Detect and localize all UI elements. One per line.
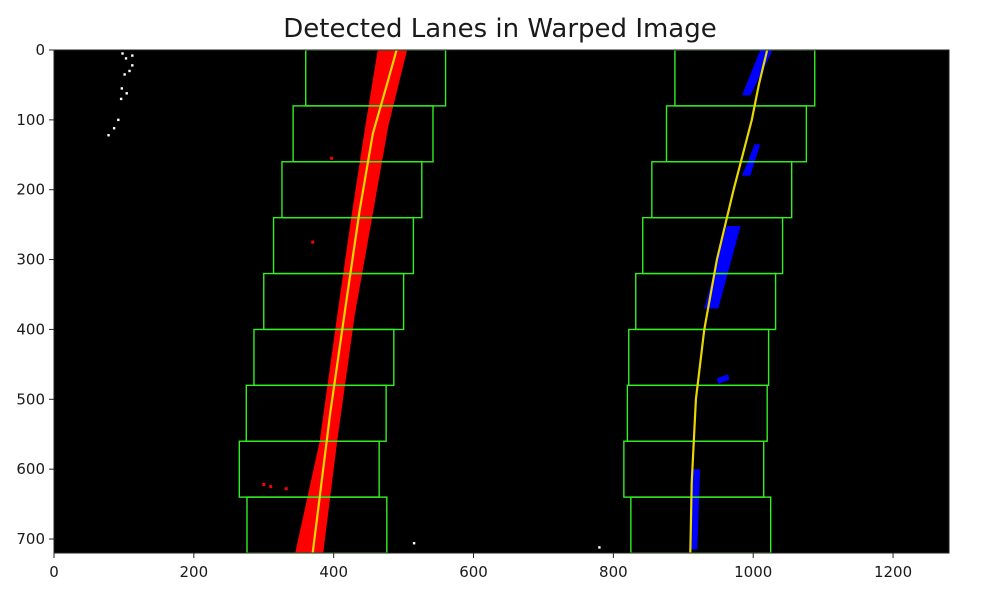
- left-lane-pixel-speck: [330, 156, 334, 160]
- right-search-window: [674, 50, 816, 107]
- y-tick-label: 400: [16, 320, 45, 338]
- stray-pixel: [121, 52, 124, 55]
- y-axis: 0 100 200 300 400 500 600 700: [16, 41, 54, 548]
- left-lane-pixel-speck: [269, 485, 273, 489]
- stray-pixel: [123, 73, 126, 76]
- right-lane-pixels: [742, 144, 761, 176]
- x-tick-label: 1000: [734, 563, 772, 581]
- stray-pixel: [119, 97, 123, 101]
- left-lane-pixel-speck: [389, 90, 393, 94]
- left-lane-pixels: [295, 50, 408, 553]
- right-lane-pixels: [690, 469, 701, 550]
- x-tick-label: 400: [319, 563, 348, 581]
- x-tick-label: 200: [180, 563, 209, 581]
- left-fit-line: [311, 50, 398, 553]
- plot-frame: [53, 49, 950, 554]
- stray-pixel: [124, 57, 128, 60]
- chart-title: Detected Lanes in Warped Image: [283, 14, 717, 44]
- right-fit-line: [689, 50, 769, 553]
- x-tick-label: 600: [459, 563, 488, 581]
- x-axis: 0 200 400 600 800 1000 1200: [49, 553, 912, 581]
- stray-pixel: [131, 64, 134, 67]
- y-tick-label: 100: [16, 111, 45, 129]
- y-tick-label: 700: [16, 530, 45, 548]
- plot-area: [54, 50, 949, 553]
- y-tick-label: 300: [16, 251, 45, 269]
- stray-pixel: [117, 118, 120, 122]
- stray-pixel: [598, 546, 601, 549]
- right-lane-pixels: [716, 374, 730, 384]
- left-lane-pixel-speck: [311, 240, 315, 244]
- y-tick-label: 200: [16, 181, 45, 199]
- left-search-window: [305, 50, 447, 107]
- stray-pixel: [125, 92, 128, 95]
- x-tick-label: 800: [599, 563, 628, 581]
- stray-pixel: [128, 69, 131, 73]
- y-tick-label: 500: [16, 390, 45, 408]
- stray-pixel: [412, 542, 416, 545]
- y-tick-label: 600: [16, 460, 45, 478]
- x-tick-label: 1200: [874, 563, 912, 581]
- left-lane-pixel-speck: [262, 483, 266, 487]
- stray-pixel: [120, 87, 124, 90]
- stray-pixel: [131, 54, 134, 57]
- x-tick-label: 0: [49, 563, 59, 581]
- right-lane-pixels: [704, 226, 741, 309]
- stray-pixel: [112, 127, 116, 130]
- stray-pixel: [107, 134, 110, 137]
- left-lane-pixel-speck: [284, 487, 288, 491]
- y-tick-label: 0: [35, 41, 45, 59]
